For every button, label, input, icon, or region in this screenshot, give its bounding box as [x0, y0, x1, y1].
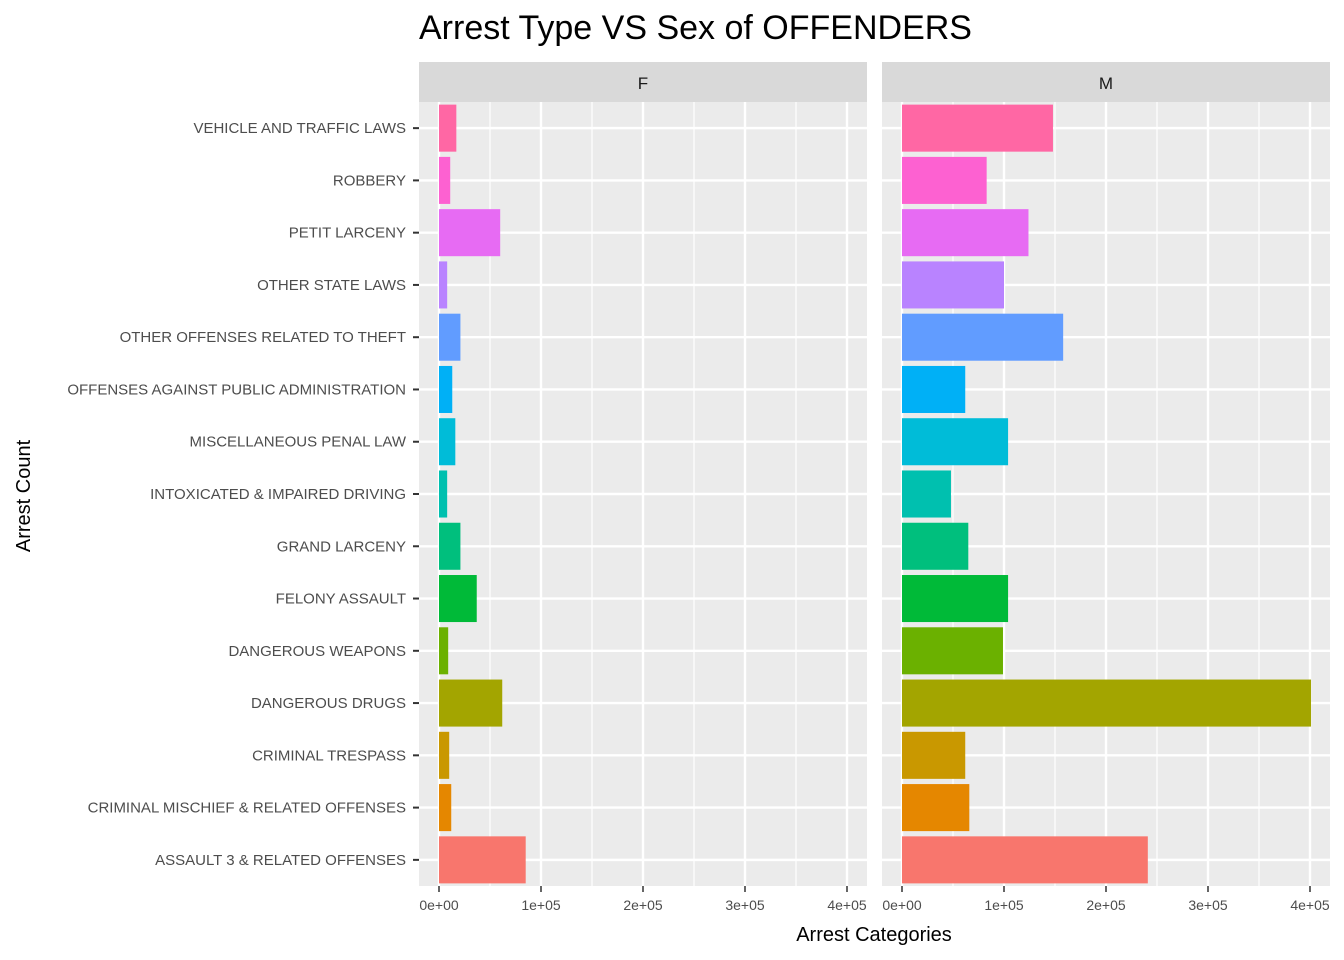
y-tick-label: INTOXICATED & IMPAIRED DRIVING — [150, 486, 406, 503]
bar-f-8 — [439, 418, 456, 466]
x-tick-label: 3e+05 — [1188, 897, 1228, 913]
bar-f-12 — [439, 209, 501, 257]
bar-f-13 — [439, 156, 451, 204]
y-tick-label: CRIMINAL TRESPASS — [252, 747, 406, 764]
y-tick-label: DANGEROUS DRUGS — [251, 695, 406, 712]
x-axis-title: Arrest Categories — [796, 924, 952, 946]
y-tick-label: VEHICLE AND TRAFFIC LAWS — [193, 120, 406, 137]
y-tick-label: OFFENSES AGAINST PUBLIC ADMINISTRATION — [67, 381, 406, 398]
bar-m-1 — [902, 784, 970, 832]
bar-f-7 — [439, 470, 448, 518]
y-tick-label: OTHER STATE LAWS — [257, 277, 406, 294]
x-tick-label: 0e+00 — [419, 897, 459, 913]
x-tick-label: 4e+05 — [827, 897, 867, 913]
x-tick-label: 3e+05 — [725, 897, 765, 913]
y-tick-label: PETIT LARCENY — [289, 225, 406, 242]
bar-m-0 — [902, 836, 1148, 884]
x-tick-label: 1e+05 — [984, 897, 1024, 913]
bar-f-10 — [439, 313, 461, 361]
bar-f-6 — [439, 522, 461, 570]
x-tick-label: 0e+00 — [882, 897, 922, 913]
y-tick-label: OTHER OFFENSES RELATED TO THEFT — [120, 329, 406, 346]
facet-strip-label: M — [1099, 74, 1113, 93]
x-tick-label: 2e+05 — [623, 897, 663, 913]
bar-m-5 — [902, 575, 1009, 623]
facet-strip — [419, 62, 867, 102]
facet-strip-label: F — [638, 74, 648, 93]
bar-f-3 — [439, 679, 503, 727]
bar-m-13 — [902, 156, 987, 204]
bar-f-4 — [439, 627, 449, 675]
y-tick-label: ASSAULT 3 & RELATED OFFENSES — [155, 852, 406, 869]
y-tick-label: FELONY ASSAULT — [276, 591, 406, 608]
bar-f-0 — [439, 836, 526, 884]
y-tick-label: DANGEROUS WEAPONS — [228, 643, 406, 660]
y-axis: ASSAULT 3 & RELATED OFFENSES CRIMINAL MIS… — [67, 120, 419, 869]
panel-m: M 0e+00 1e+05 2e+05 3e+05 4e+05 — [882, 62, 1330, 913]
bar-m-12 — [902, 209, 1029, 257]
bar-m-10 — [902, 313, 1064, 361]
bar-f-14 — [439, 104, 457, 152]
bar-m-9 — [902, 365, 966, 413]
bar-f-1 — [439, 784, 452, 832]
bar-m-6 — [902, 522, 969, 570]
x-tick-label: 4e+05 — [1290, 897, 1330, 913]
bar-f-9 — [439, 365, 453, 413]
bar-m-2 — [902, 731, 966, 779]
y-tick-label: MISCELLANEOUS PENAL LAW — [190, 434, 407, 451]
y-tick-label: CRIMINAL MISCHIEF & RELATED OFFENSES — [88, 800, 406, 817]
bar-m-11 — [902, 261, 1004, 309]
bar-f-5 — [439, 575, 477, 623]
x-tick-label: 1e+05 — [521, 897, 561, 913]
bar-m-4 — [902, 627, 1003, 675]
bar-m-8 — [902, 418, 1009, 466]
x-tick-label: 2e+05 — [1086, 897, 1126, 913]
bar-m-14 — [902, 104, 1053, 152]
y-axis-title: Arrest Count — [13, 439, 35, 552]
chart-title: Arrest Type VS Sex of OFFENDERS — [419, 9, 972, 47]
bar-m-3 — [902, 679, 1312, 727]
panels: F 0e+00 1e+05 2e+05 3e+05 4e+05 M 0e+00 1e+05 2e+… — [419, 62, 1330, 913]
bar-f-11 — [439, 261, 448, 309]
bar-m-7 — [902, 470, 951, 518]
facet-strip — [882, 62, 1330, 102]
y-tick-label: ROBBERY — [333, 172, 406, 189]
bar-f-2 — [439, 731, 450, 779]
y-tick-label: GRAND LARCENY — [277, 538, 406, 555]
panel-f: F 0e+00 1e+05 2e+05 3e+05 4e+05 — [419, 62, 867, 913]
